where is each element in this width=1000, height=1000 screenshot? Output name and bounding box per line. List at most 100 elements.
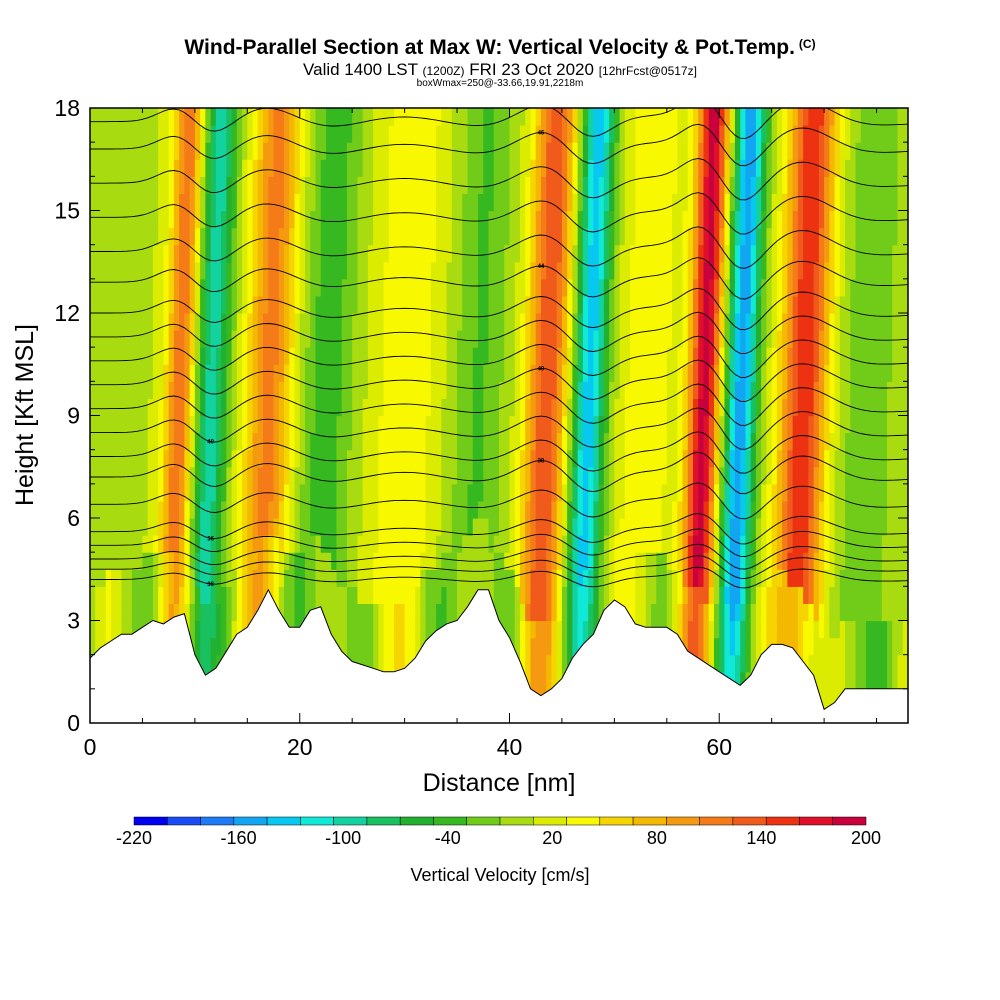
velocity-cell	[399, 364, 406, 382]
velocity-cell	[121, 295, 128, 314]
velocity-cell	[425, 176, 432, 195]
velocity-cell	[771, 193, 778, 212]
velocity-cell	[462, 364, 469, 382]
velocity-cell	[556, 432, 563, 451]
velocity-cell	[409, 159, 416, 177]
velocity-cell	[645, 381, 652, 400]
velocity-cell	[651, 347, 657, 365]
velocity-cell	[320, 500, 327, 519]
velocity-cell	[813, 637, 820, 656]
velocity-cell	[540, 295, 547, 314]
velocity-cell	[278, 449, 285, 468]
velocity-cell	[362, 193, 369, 212]
velocity-cell	[630, 603, 636, 622]
velocity-cell	[152, 227, 159, 246]
velocity-cell	[110, 449, 117, 468]
velocity-cell	[90, 295, 96, 314]
velocity-cell	[614, 159, 621, 177]
velocity-cell	[535, 295, 542, 314]
velocity-cell	[367, 159, 374, 177]
velocity-cell	[352, 415, 359, 434]
velocity-cell	[116, 483, 123, 502]
velocity-cell	[278, 193, 285, 212]
velocity-cell	[184, 330, 191, 348]
velocity-cell	[446, 108, 453, 126]
velocity-cell	[766, 210, 773, 229]
velocity-cell	[803, 347, 809, 365]
velocity-cell	[399, 603, 406, 622]
velocity-cell	[478, 398, 484, 417]
velocity-cell	[472, 108, 479, 126]
velocity-cell	[210, 620, 217, 639]
velocity-cell	[661, 125, 668, 143]
velocity-cell	[294, 142, 301, 160]
velocity-cell	[252, 159, 259, 177]
velocity-cell	[782, 295, 788, 314]
velocity-cell	[519, 552, 526, 570]
velocity-cell	[551, 466, 558, 485]
velocity-cell	[430, 227, 437, 246]
velocity-cell	[226, 330, 233, 348]
velocity-cell	[278, 381, 285, 400]
velocity-cell	[394, 432, 400, 451]
velocity-cell	[457, 586, 463, 605]
velocity-cell	[713, 278, 720, 297]
velocity-cell	[341, 330, 348, 348]
velocity-cell	[294, 483, 301, 502]
velocity-cell	[310, 364, 317, 382]
velocity-cell	[755, 364, 762, 382]
velocity-cell	[147, 500, 154, 519]
velocity-cell	[540, 330, 547, 348]
velocity-cell	[388, 142, 395, 160]
velocity-cell	[420, 159, 427, 177]
velocity-cell	[734, 176, 741, 195]
velocity-cell	[561, 586, 568, 605]
velocity-cell	[457, 535, 463, 553]
velocity-cell	[504, 193, 511, 212]
velocity-cell	[362, 142, 369, 160]
velocity-cell	[556, 193, 563, 212]
velocity-cell	[656, 244, 663, 263]
velocity-cell	[163, 210, 170, 229]
velocity-cell	[179, 261, 185, 280]
velocity-cell	[493, 330, 500, 348]
velocity-cell	[121, 142, 128, 160]
velocity-cell	[766, 620, 773, 639]
velocity-cell	[388, 244, 395, 263]
velocity-cell	[268, 295, 275, 314]
velocity-cell	[404, 535, 411, 553]
velocity-cell	[325, 466, 332, 485]
velocity-cell	[179, 227, 185, 246]
velocity-cell	[540, 278, 547, 297]
velocity-cell	[504, 142, 511, 160]
velocity-cell	[472, 295, 479, 314]
velocity-cell	[582, 483, 589, 502]
velocity-cell	[299, 244, 306, 263]
velocity-cell	[289, 108, 296, 126]
velocity-cell	[236, 620, 243, 639]
velocity-cell	[284, 603, 290, 622]
velocity-cell	[582, 176, 589, 195]
velocity-cell	[535, 313, 542, 331]
velocity-cell	[598, 142, 605, 160]
velocity-cell	[666, 398, 673, 417]
velocity-cell	[205, 193, 212, 212]
velocity-cell	[761, 432, 768, 451]
velocity-cell	[593, 193, 600, 212]
velocity-cell	[577, 535, 584, 553]
velocity-cell	[320, 347, 327, 365]
velocity-cell	[362, 244, 369, 263]
velocity-cell	[672, 398, 678, 417]
velocity-cell	[556, 518, 563, 536]
velocity-cell	[226, 108, 233, 126]
velocity-cell	[457, 159, 463, 177]
velocity-cell	[734, 535, 741, 553]
velocity-cell	[478, 108, 484, 126]
velocity-cell	[745, 159, 752, 177]
velocity-cell	[121, 552, 128, 570]
velocity-cell	[724, 330, 731, 348]
velocity-cell	[556, 278, 563, 297]
velocity-cell	[221, 518, 227, 536]
velocity-cell	[672, 586, 678, 605]
velocity-cell	[546, 415, 553, 434]
